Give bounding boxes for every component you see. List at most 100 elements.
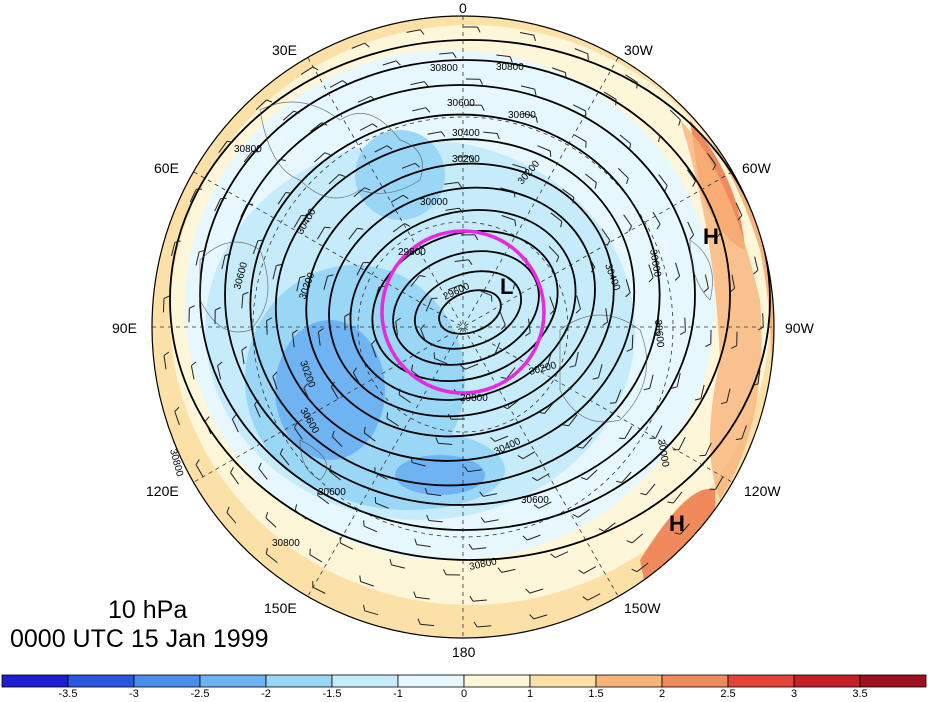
wind-barb xyxy=(195,464,204,477)
wind-barb xyxy=(484,519,499,523)
wind-barb xyxy=(652,211,661,225)
wind-barb xyxy=(412,462,426,467)
colorbar-tick: -2.5 xyxy=(190,688,210,700)
lon-label-60e: 60E xyxy=(154,160,179,176)
wind-barb-feather xyxy=(242,291,249,295)
wind-barb-feather xyxy=(572,513,579,518)
contour-label: 29800 xyxy=(460,393,488,404)
wind-barb xyxy=(374,472,388,480)
wind-barb-feather xyxy=(457,182,462,188)
wind-barb-feather xyxy=(312,66,319,71)
wind-barb-feather xyxy=(254,399,259,405)
wind-barb-feather xyxy=(329,465,332,472)
wind-barb-feather xyxy=(191,361,197,366)
wind-barb-feather xyxy=(232,414,237,420)
wind-barb-feather xyxy=(279,448,284,455)
highlight-circle xyxy=(380,229,546,395)
wind-barb xyxy=(636,562,649,573)
wind-barb xyxy=(537,145,551,152)
wind-barb-feather xyxy=(359,575,362,582)
wind-barb-feather xyxy=(657,135,661,143)
wind-barb xyxy=(410,81,425,86)
wind-barb-feather xyxy=(452,52,457,59)
wind-barb-feather xyxy=(587,53,589,60)
wind-barb xyxy=(374,145,388,153)
wind-barb xyxy=(328,174,340,185)
wind-barb-feather xyxy=(648,277,654,283)
wind-barb xyxy=(398,394,411,404)
wind-barb xyxy=(218,141,228,153)
wind-barb-feather xyxy=(324,226,331,229)
high-center-label: H xyxy=(703,224,719,249)
wind-barb xyxy=(483,131,498,134)
wind-barb-feather xyxy=(490,437,496,442)
wind-barb-feather xyxy=(378,285,385,288)
wind-barb xyxy=(352,372,361,386)
wind-barb-feather xyxy=(512,283,515,290)
lon-label-90w: 90W xyxy=(785,320,814,336)
contour-label: 30800 xyxy=(272,538,300,549)
wind-barb xyxy=(472,599,487,602)
wind-barb-feather xyxy=(402,194,409,200)
colorbar-tick: 2 xyxy=(658,688,666,700)
wind-barb xyxy=(214,198,222,212)
wind-barb xyxy=(658,319,660,334)
wind-barb-feather xyxy=(556,256,560,263)
wind-barb-feather xyxy=(163,351,170,356)
wind-barb xyxy=(243,150,253,163)
contour-label: 30400 xyxy=(452,128,480,139)
wind-barb xyxy=(598,364,603,378)
wind-barb-feather xyxy=(357,227,364,230)
wind-barb xyxy=(574,48,588,55)
wind-barb xyxy=(582,437,593,449)
wind-barb xyxy=(741,425,747,439)
wind-barb-feather xyxy=(419,29,425,35)
wind-barb xyxy=(544,402,554,414)
wind-barb-feather xyxy=(464,466,469,472)
wind-barb xyxy=(309,554,323,563)
wind-barb-feather xyxy=(344,313,351,317)
wind-barb-feather xyxy=(266,99,273,103)
wind-barb-feather xyxy=(410,456,413,463)
low-center-label: L xyxy=(500,274,514,299)
wind-barb-feather xyxy=(414,162,420,168)
wind-barb xyxy=(411,370,423,380)
wind-barb-feather xyxy=(265,547,268,554)
wind-barb-feather xyxy=(541,366,548,369)
wind-barb xyxy=(605,308,609,323)
wind-barb-feather xyxy=(703,287,709,293)
wind-barb xyxy=(292,333,295,348)
wind-barb xyxy=(374,286,380,301)
wind-barb xyxy=(562,188,575,198)
wind-barb-feather xyxy=(513,191,516,198)
wind-barb xyxy=(715,477,724,490)
wind-barb xyxy=(427,493,442,497)
colorbar-swatch xyxy=(265,674,333,688)
wind-barb xyxy=(520,32,534,36)
wind-barb xyxy=(631,533,644,544)
wind-barb-feather xyxy=(569,365,576,368)
wind-barb-feather xyxy=(476,26,481,33)
contour-label: 30600 xyxy=(652,319,665,348)
wind-barb-feather xyxy=(386,145,393,150)
wind-barbs xyxy=(162,26,764,628)
wind-barb-feather xyxy=(501,405,508,410)
wind-barb xyxy=(317,331,321,346)
wind-barb xyxy=(576,295,581,310)
wind-barb xyxy=(348,227,358,240)
wind-barb-feather xyxy=(363,520,365,527)
wind-barb-feather xyxy=(423,81,429,87)
wind-barb-feather xyxy=(564,72,567,79)
wind-barb xyxy=(617,168,629,179)
wind-barb-feather xyxy=(572,197,575,204)
wind-barb-feather xyxy=(398,388,401,395)
coastlines xyxy=(199,101,713,481)
wind-barb-feather xyxy=(330,381,336,388)
wind-barb-feather xyxy=(671,386,678,389)
wind-barb-feather xyxy=(294,504,298,511)
wind-barb-feather xyxy=(550,553,556,558)
wind-barb xyxy=(294,509,307,520)
contour-label: 30600 xyxy=(508,110,536,121)
wind-barb xyxy=(272,376,278,390)
colorbar-tick: 1 xyxy=(526,688,534,700)
